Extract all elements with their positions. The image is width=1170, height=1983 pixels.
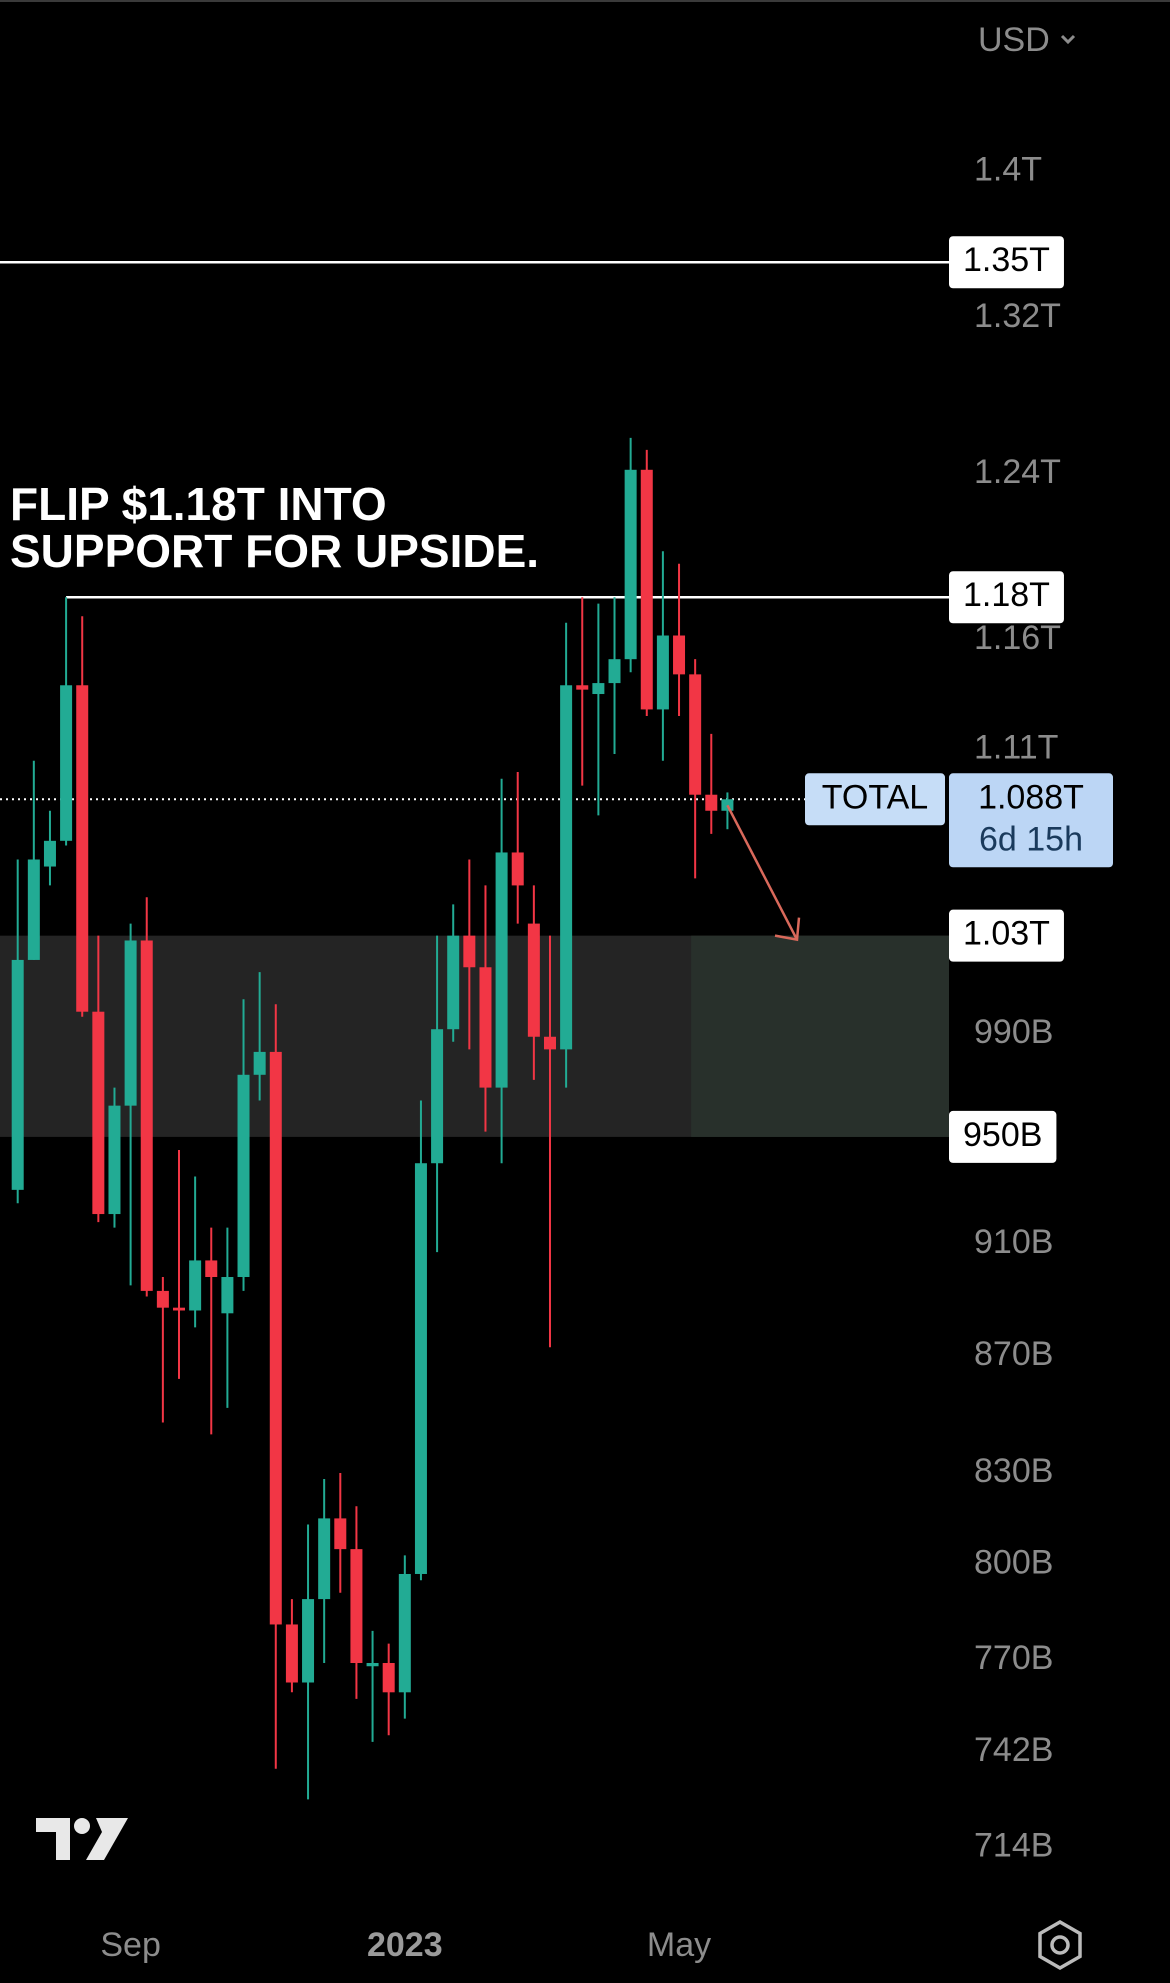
annotation: FLIP $1.18T INTO [10,478,387,530]
level-label: 1.03T [963,915,1050,953]
candle-body [608,659,621,684]
candle-body [721,799,734,811]
candle-body [560,685,573,1050]
candle-body [334,1518,347,1550]
y-tick-label: 870B [974,1335,1053,1373]
annotation: SUPPORT FOR UPSIDE. [10,525,539,577]
countdown: 6d 15h [979,820,1083,858]
arrow [726,804,799,941]
candle-body [156,1290,169,1308]
y-tick-label: 1.16T [974,619,1061,657]
candle-body [382,1663,395,1693]
candle-body [592,683,605,695]
y-tick-label: 770B [974,1639,1053,1677]
candle-body [124,940,137,1106]
candle-body [43,840,56,867]
candle-body [189,1260,202,1311]
x-tick-label: Sep [100,1926,161,1964]
currency-caret[interactable] [1060,34,1076,45]
candle-body [173,1307,185,1311]
lines-layer [0,260,949,801]
candle-body [205,1260,218,1278]
y-tick-label: 1.32T [974,297,1061,335]
y-tick-label: 830B [974,1452,1053,1490]
series-name: TOTAL [822,778,928,816]
logo [36,1818,128,1860]
candle-body [527,923,540,1037]
candle-body [463,935,476,968]
candle-body [576,685,589,690]
candle-body [221,1277,234,1314]
y-tick-label: 800B [974,1544,1053,1582]
x-tick-label: 2023 [367,1926,443,1964]
candle-body [366,1663,379,1667]
currency[interactable]: USD [978,21,1050,59]
candle-body [398,1573,411,1693]
candle-body [511,852,524,886]
candles-layer [11,437,734,1800]
y-tick-label: 1.24T [974,453,1061,491]
labels-layer: 1.35T 1.18T 1.03T 950B TOTAL 1.088T 6d 15h [726,236,1113,1163]
candle-body [431,1029,444,1164]
candle-body [543,1036,556,1050]
candle-body [673,635,686,675]
candle-body [656,635,669,710]
candle-body [624,469,637,660]
y-tick-label: 1.11T [974,728,1058,766]
candle-body [414,1163,427,1574]
candle-body [11,959,24,1190]
level-label-box [949,571,1064,624]
y-tick-label: 910B [974,1223,1053,1261]
candle-body [350,1549,363,1664]
level-label-box [949,909,1064,962]
candle-body [285,1624,298,1683]
series-name-box [805,773,945,826]
level-label: 1.35T [963,241,1050,279]
y-tick-label: 990B [974,1013,1053,1051]
candle-body [269,1051,282,1625]
candle-body [60,685,73,841]
zone-layer [0,935,949,1137]
candle-body [27,859,40,960]
level-label-box [949,1110,1057,1163]
candle-body [92,1011,105,1215]
zone-projection [691,935,949,1137]
candle-body [253,1051,266,1075]
candle-body [479,967,492,1088]
y-tick-label: 742B [974,1731,1053,1769]
y-tick-label: 1.4T [974,151,1042,189]
level-label: 950B [963,1116,1042,1154]
y-tick-label: 714B [974,1827,1053,1865]
candle-body [705,794,718,811]
candle-body [140,940,153,1291]
x-tick-label: May [647,1926,711,1964]
candle-body [447,935,460,1030]
candle-body [237,1074,250,1278]
settings-icon[interactable] [1038,1919,1082,1971]
level-label-box [949,236,1064,289]
candle-body [495,852,508,1088]
candle-body [108,1105,121,1215]
candle-body [689,674,702,795]
candle-body [302,1599,315,1683]
candle-body [640,469,653,710]
current-price-box [949,773,1113,868]
candle-body [318,1518,331,1600]
level-label: 1.18T [963,576,1050,614]
candle-body [76,685,89,1012]
arrow-head [774,917,801,942]
current-price-label: 1.088T [978,778,1084,816]
